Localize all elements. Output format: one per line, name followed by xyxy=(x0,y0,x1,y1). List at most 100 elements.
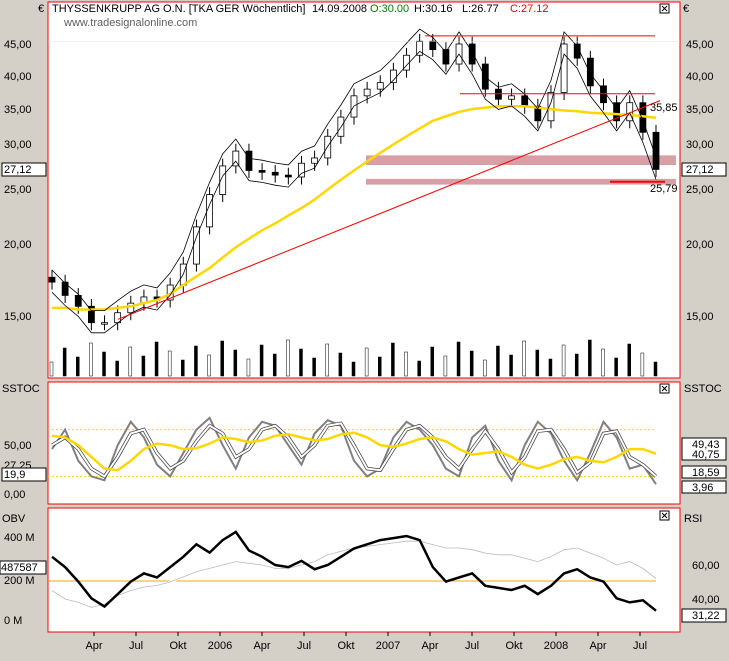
volume-bar xyxy=(49,361,54,377)
time-label: Apr xyxy=(253,640,270,652)
obv-panel-close-icon[interactable] xyxy=(659,510,670,521)
volume-bar xyxy=(325,343,329,377)
trend-line-up xyxy=(117,100,661,320)
volume-bar xyxy=(627,343,631,377)
time-label: Apr xyxy=(85,640,102,652)
rsi-tick-40: 40,00 xyxy=(692,594,720,606)
stoch-panel xyxy=(48,382,680,504)
bollinger-lower xyxy=(51,50,657,334)
volume-bar xyxy=(588,339,592,377)
stoch-panel-border xyxy=(47,381,681,505)
candle-body xyxy=(521,95,529,107)
obv-line xyxy=(51,530,657,612)
stoch-label-right: SSTOC xyxy=(684,383,722,395)
stoch-panel-close-icon[interactable] xyxy=(659,383,670,394)
volume-bar xyxy=(561,344,566,377)
volume-bar xyxy=(299,348,303,377)
volume-bar xyxy=(509,354,513,377)
header-website: www.tradesignalonline.com xyxy=(63,17,197,29)
stoch-axis-left: 50,00 27,25 19,9 0,00 xyxy=(1,440,47,501)
price-tick-left-25: 25,00 xyxy=(4,184,32,196)
stoch-tag-right-mid xyxy=(681,465,727,479)
volume-bar xyxy=(312,357,316,377)
stoch-tag-3: 3,96 xyxy=(692,482,713,494)
price-axis-right: 45,00 40,00 35,00 30,00 27,12 25,00 20,0… xyxy=(681,39,727,323)
candle-body xyxy=(534,105,542,122)
volume-bar xyxy=(653,361,658,377)
time-label: Jul xyxy=(129,640,143,652)
candle-body xyxy=(271,171,279,176)
annotation-resistance: 35,85 xyxy=(650,102,678,114)
candle-body xyxy=(324,135,332,159)
candle-body xyxy=(652,131,660,170)
candle-body xyxy=(87,305,95,324)
moving-average-line xyxy=(52,104,657,311)
time-label: Apr xyxy=(421,640,438,652)
obv-tag-left xyxy=(0,560,47,575)
time-label: Apr xyxy=(589,640,606,652)
volume-bar xyxy=(154,341,159,377)
candle-body xyxy=(547,92,555,122)
volume-bar xyxy=(640,352,645,377)
time-axis: Apr Jul Okt 2006 Apr Jul Okt 2007 Apr Jul Okt 2008 A… xyxy=(85,632,647,652)
volume-bar xyxy=(259,344,264,377)
stoch-tick-19: 19,9 xyxy=(4,469,25,481)
candle-body xyxy=(613,102,621,122)
candle-body xyxy=(363,88,371,97)
time-label: Jul xyxy=(465,640,479,652)
header-close: C:27.12 xyxy=(510,3,549,15)
volume-bar xyxy=(601,348,605,377)
header-low: L:26.77 xyxy=(462,3,499,15)
header-instrument: THYSSENKRUPP AG O.N. [TKA GER Wöchentlic… xyxy=(52,3,305,15)
rsi-tag-right xyxy=(681,608,727,623)
stoch-plot xyxy=(48,416,658,485)
stoch-tag-left xyxy=(1,467,47,482)
price-plot xyxy=(48,28,680,377)
volume-bar xyxy=(351,361,356,377)
obv-panel xyxy=(48,508,680,632)
volume-bar xyxy=(246,358,251,377)
candle-body xyxy=(245,150,253,171)
price-tick-right-45: 45,00 xyxy=(686,39,714,51)
price-panel-close-icon[interactable] xyxy=(659,3,670,14)
time-label: Jul xyxy=(633,640,647,652)
candle-body xyxy=(74,295,82,307)
obv-tick-200: 200 M xyxy=(4,575,35,587)
stoch-label-left: SSTOC xyxy=(2,383,40,395)
rsi-label-right: RSI xyxy=(684,513,702,525)
volume-bar xyxy=(391,342,395,377)
stoch-axis-right: 49,43 40,75 18,59 3,96 xyxy=(681,437,727,494)
volume-bar xyxy=(76,356,80,377)
volume-bar xyxy=(535,349,540,377)
candle-body xyxy=(206,194,213,228)
obv-label-left: OBV xyxy=(2,513,26,525)
stoch-tick-50: 50,00 xyxy=(4,440,32,452)
bollinger-upper xyxy=(51,28,657,311)
price-tick-left-20: 20,00 xyxy=(4,239,32,251)
volume-bar xyxy=(483,359,487,377)
price-panel-border xyxy=(47,1,681,379)
volume-bar xyxy=(364,347,369,377)
stoch-tag-right-top xyxy=(681,437,727,461)
candle-body xyxy=(284,174,292,178)
volume-bar xyxy=(443,355,448,377)
price-tick-right-last: 27,12 xyxy=(686,164,714,176)
candle-body xyxy=(468,43,476,65)
header-open: O:30.00 xyxy=(370,3,409,15)
time-label: Jul xyxy=(297,640,311,652)
stoch-signal-line xyxy=(51,431,657,472)
volume-bar xyxy=(194,345,198,377)
rsi-tag-value: 31,22 xyxy=(692,610,720,622)
volume-bar xyxy=(181,359,185,377)
candle-body xyxy=(508,95,515,100)
time-label: Okt xyxy=(169,640,186,652)
price-tick-right-40: 40,00 xyxy=(686,71,714,83)
volume-bar xyxy=(456,341,461,377)
volume-bar xyxy=(128,346,133,377)
time-label: 2007 xyxy=(376,640,400,652)
volume-bar xyxy=(404,351,408,377)
candle-body xyxy=(586,57,594,87)
candle-body xyxy=(61,281,69,296)
candle-body xyxy=(573,43,581,59)
